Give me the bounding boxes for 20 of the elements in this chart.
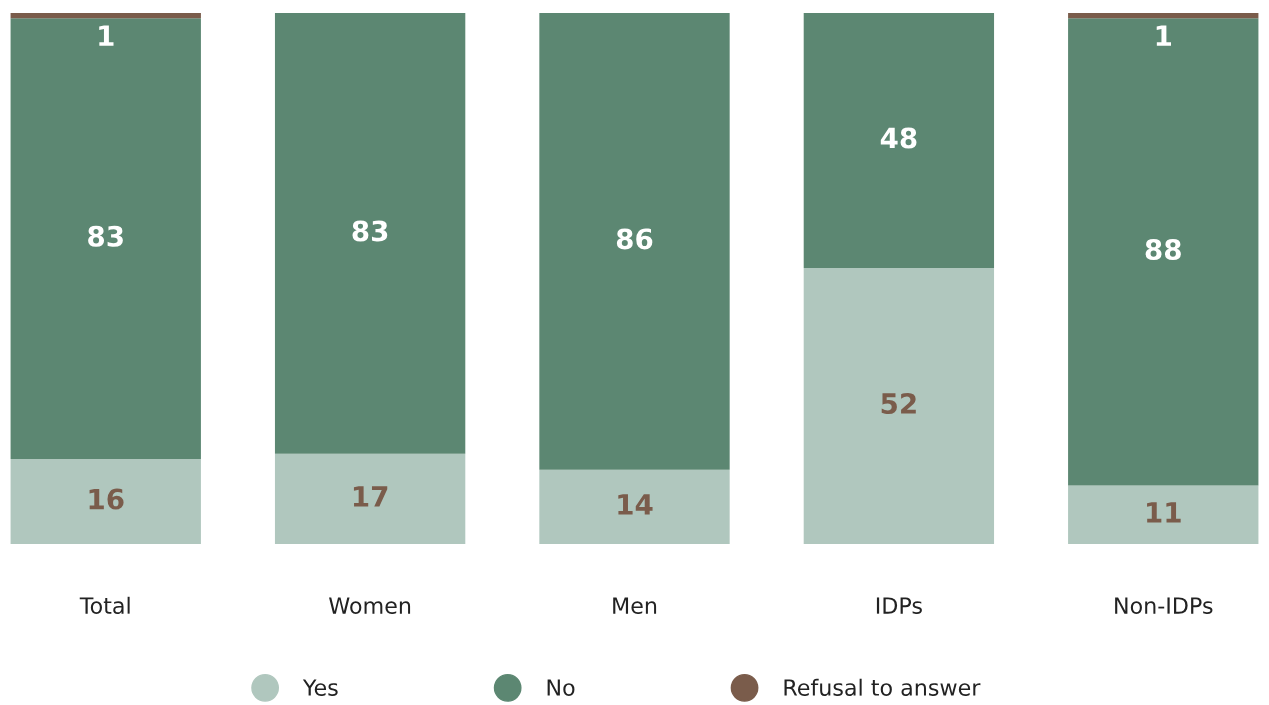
data-label: 14 bbox=[618, 494, 653, 515]
legend-label: Yes bbox=[302, 679, 338, 696]
data-label: 48 bbox=[880, 127, 917, 149]
x-tick-label: IDPs bbox=[876, 597, 922, 614]
data-label: 1 bbox=[99, 25, 114, 46]
data-label: 83 bbox=[88, 225, 123, 247]
data-label: 83 bbox=[352, 220, 388, 242]
x-tick-label: Women bbox=[329, 597, 411, 614]
data-label: 52 bbox=[881, 392, 916, 414]
legend-label: No bbox=[547, 679, 575, 696]
data-label: 16 bbox=[89, 488, 124, 510]
data-label: 17 bbox=[353, 486, 388, 507]
data-label: 11 bbox=[1147, 502, 1181, 523]
data-label: 88 bbox=[1145, 239, 1181, 261]
data-label: 1 bbox=[1156, 25, 1171, 46]
data-label: 86 bbox=[616, 228, 653, 250]
x-tick-label: Total bbox=[79, 596, 130, 614]
x-tick-label: Men bbox=[613, 597, 657, 614]
legend-label: Refusal to answer bbox=[784, 678, 981, 696]
x-tick-label: Non-IDPs bbox=[1115, 597, 1213, 614]
